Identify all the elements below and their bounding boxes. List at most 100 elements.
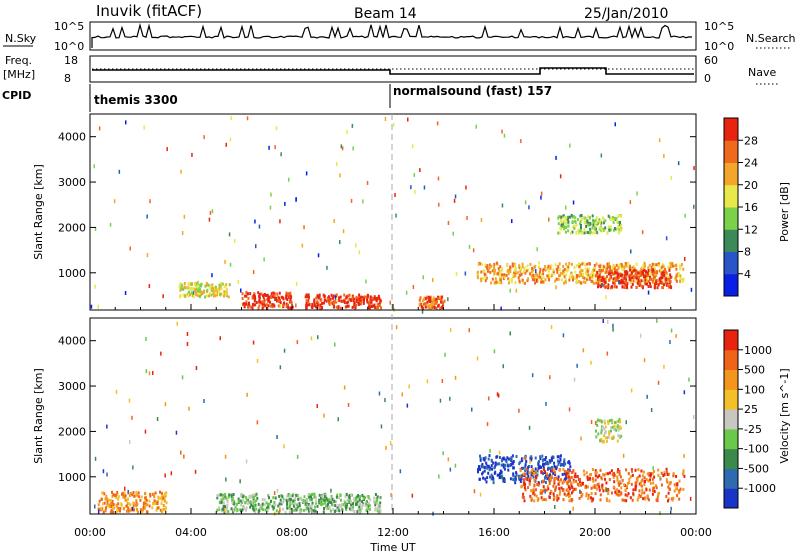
cpid-program-1: themis 3300 xyxy=(94,93,178,107)
power-cell xyxy=(620,214,623,218)
velocity-cell xyxy=(502,465,505,469)
power-cell xyxy=(369,297,372,301)
power-cell xyxy=(562,269,565,273)
power-cell xyxy=(598,221,601,224)
power-cell xyxy=(199,283,202,287)
velocity-cell xyxy=(606,498,608,502)
power-cell xyxy=(593,219,596,223)
velocity-cell xyxy=(594,471,597,475)
velocity-cell xyxy=(625,468,628,472)
velocity-cell xyxy=(643,483,646,487)
nsky-trace xyxy=(91,22,693,48)
power-cell xyxy=(486,266,489,270)
power-cell xyxy=(339,295,342,299)
power-cell xyxy=(555,267,558,271)
power-cell xyxy=(278,291,281,295)
power-cell xyxy=(270,296,272,299)
velocity-cell xyxy=(306,499,309,502)
velocity-cell xyxy=(314,509,317,513)
power-cell xyxy=(367,305,370,309)
velocity-cell xyxy=(617,428,620,432)
power-cell xyxy=(510,280,513,284)
power-cell xyxy=(644,278,647,282)
velocity-cell xyxy=(561,473,564,476)
power-cell xyxy=(648,277,651,281)
nave-tick-bottom: 0 xyxy=(704,72,711,85)
velocity-cell xyxy=(145,498,148,502)
power-cell xyxy=(575,230,578,234)
power-cell xyxy=(497,281,499,284)
y-tick-label-2000: 2000 xyxy=(58,425,86,438)
velocity-colorbar-tick-label-5: -100 xyxy=(744,443,769,456)
power-cell xyxy=(412,285,415,289)
velocity-cell xyxy=(322,492,325,496)
velocity-cell xyxy=(224,454,227,459)
power-cell xyxy=(678,264,681,268)
power-cell xyxy=(265,303,268,307)
power-cell xyxy=(313,298,316,302)
velocity-cell xyxy=(574,475,577,479)
velocity-cell xyxy=(564,462,567,466)
power-cell xyxy=(546,274,549,278)
velocity-cell xyxy=(621,478,624,482)
power-cell xyxy=(495,261,498,265)
velocity-cell xyxy=(331,503,333,507)
power-cell xyxy=(563,281,565,285)
power-cell xyxy=(501,203,504,208)
velocity-cell xyxy=(109,498,112,502)
velocity-cell xyxy=(568,461,571,465)
power-cell xyxy=(605,270,608,274)
power-cell xyxy=(305,293,308,297)
power-cell xyxy=(547,276,550,280)
power-cell xyxy=(480,262,483,266)
velocity-cell xyxy=(526,469,529,473)
velocity-cell xyxy=(225,496,228,500)
velocity-cell xyxy=(384,398,386,403)
velocity-colorbar-tick-label-4: -25 xyxy=(744,423,762,436)
velocity-cell xyxy=(523,486,526,490)
velocity-cell xyxy=(234,505,237,509)
velocity-cell xyxy=(641,474,644,478)
velocity-cell xyxy=(646,394,648,399)
power-cell xyxy=(563,268,566,271)
power-cell xyxy=(635,269,638,273)
power-cell xyxy=(542,272,545,276)
power-cell xyxy=(607,265,609,269)
velocity-cell xyxy=(610,469,613,473)
velocity-cell xyxy=(598,485,601,489)
velocity-cell xyxy=(573,377,576,382)
velocity-cell xyxy=(502,477,505,480)
velocity-cell xyxy=(144,502,147,506)
power-cell xyxy=(94,284,96,289)
velocity-cell xyxy=(666,473,669,476)
velocity-cell xyxy=(279,498,282,502)
velocity-cell xyxy=(499,472,502,475)
velocity-cell xyxy=(584,485,587,489)
velocity-cell xyxy=(482,457,485,461)
power-cell xyxy=(534,281,537,285)
velocity-cell xyxy=(568,407,571,412)
velocity-cell xyxy=(266,508,269,512)
velocity-cell xyxy=(532,475,535,479)
power-cell xyxy=(631,266,634,270)
power-cell xyxy=(643,265,646,269)
power-cell xyxy=(291,305,294,309)
velocity-cell xyxy=(570,491,573,495)
velocity-colorbar-swatch-6 xyxy=(724,369,738,390)
power-cell xyxy=(307,299,310,303)
power-cell xyxy=(348,293,351,297)
power-cell xyxy=(616,274,619,278)
velocity-cell xyxy=(665,478,668,482)
power-cell xyxy=(250,305,253,309)
power-cell xyxy=(580,226,582,230)
velocity-cell xyxy=(374,493,377,496)
power-cell xyxy=(575,223,578,227)
power-cell xyxy=(211,209,214,214)
power-cell xyxy=(524,271,527,275)
power-cell xyxy=(209,285,211,289)
freq-trace xyxy=(92,67,694,75)
velocity-cell xyxy=(578,496,581,500)
velocity-cell xyxy=(601,440,604,444)
velocity-cell xyxy=(572,489,575,493)
power-cell xyxy=(636,271,639,275)
